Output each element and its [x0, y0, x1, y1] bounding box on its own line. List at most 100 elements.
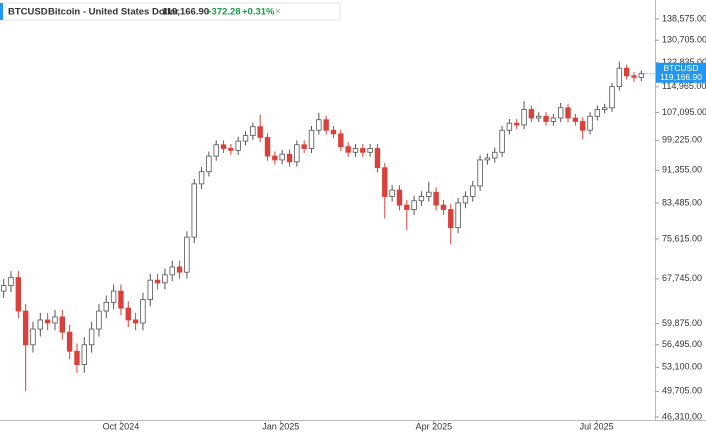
candle-body: [477, 159, 483, 187]
last-price: 119,166.90: [162, 7, 209, 18]
candle-body: [440, 204, 447, 210]
y-tick-label: 91,355.00: [662, 165, 702, 175]
candle-body: [52, 316, 58, 324]
header-box: [0, 2, 341, 21]
candle-body: [455, 202, 461, 229]
candle-body: [374, 148, 381, 169]
candle-body: [352, 148, 359, 153]
y-tick-label: 46,310.00: [662, 411, 702, 421]
candle-body: [345, 146, 351, 153]
candle-body: [235, 140, 241, 151]
candle-body: [110, 290, 117, 303]
candle-body: [257, 126, 263, 138]
candle-body: [433, 191, 439, 206]
candle-body: [411, 200, 417, 210]
candle-body: [213, 144, 219, 157]
candle-body: [272, 155, 278, 161]
candle-body: [616, 67, 623, 88]
candle-body: [301, 144, 307, 149]
candle-body: [536, 115, 542, 119]
y-tick-label: 56,495.00: [662, 339, 702, 349]
candle-body: [220, 144, 227, 149]
candle-body: [367, 148, 373, 153]
candle-body: [506, 122, 513, 131]
candle-body: [96, 310, 102, 330]
y-tick-label: 130,705.00: [662, 35, 706, 45]
y-tick-label: 75,615.00: [662, 233, 702, 243]
candle-body: [147, 279, 153, 300]
candle-body: [521, 109, 527, 126]
y-tick-label: 49,705.00: [662, 386, 702, 396]
candle-body: [572, 117, 579, 122]
x-tick-label: Oct 2024: [103, 421, 140, 431]
candle-body: [330, 129, 337, 135]
candle-body: [242, 135, 249, 142]
candle-body: [492, 151, 498, 159]
candle-body: [8, 277, 14, 286]
close-button[interactable]: ×: [275, 7, 281, 18]
price-badge-symbol: BTCUSD: [664, 63, 699, 73]
candle-body: [118, 290, 124, 309]
candle-body: [264, 137, 271, 157]
candle-body: [360, 148, 366, 153]
candle-body: [587, 115, 593, 131]
y-tick-label: 138,575.00: [662, 13, 706, 23]
x-tick-label: Jan 2025: [262, 421, 299, 431]
candle-body: [81, 344, 87, 365]
candle-body: [162, 274, 168, 284]
candle-body: [404, 204, 410, 210]
legend-header: BTCUSD Bitcoin - United States Dollar 11…: [0, 2, 341, 21]
y-tick-label: 59,875.00: [662, 318, 702, 328]
candle-body: [579, 121, 586, 131]
candle-body: [44, 319, 51, 324]
y-tick-label: 67,745.00: [662, 273, 702, 283]
candle-body: [250, 126, 256, 137]
candle-body: [184, 236, 190, 273]
candle-body: [0, 285, 7, 292]
candle-body: [528, 109, 535, 119]
candle-body: [22, 310, 29, 346]
candle-body: [448, 209, 454, 229]
candle-body: [125, 307, 131, 321]
header-accent: [0, 3, 3, 20]
candle-body: [484, 157, 491, 161]
candle-body: [316, 119, 322, 131]
candle-body: [543, 115, 549, 122]
candle-body: [623, 67, 630, 77]
price-badge-price: 119,166.90: [660, 72, 702, 82]
x-tick-label: Apr 2025: [416, 421, 453, 431]
candle-body: [594, 109, 601, 117]
candle-body: [499, 129, 505, 153]
candle-body: [140, 299, 146, 324]
candle-body: [103, 301, 109, 312]
candle-body: [514, 122, 520, 126]
price-change-percent: +0.31%: [242, 7, 275, 18]
candle-body: [169, 266, 175, 276]
candle-body: [154, 279, 161, 284]
candle-body: [550, 117, 557, 122]
candle-body: [88, 328, 95, 346]
y-tick-label: 107,095.00: [662, 107, 706, 117]
candle-body: [308, 129, 315, 149]
x-tick-label: Jul 2025: [580, 421, 614, 431]
y-tick-label: 114,965.00: [662, 81, 706, 91]
candle-body: [389, 189, 395, 197]
candle-body: [601, 107, 608, 110]
y-tick-label: 53,100.00: [662, 362, 702, 372]
candle-body: [609, 86, 615, 109]
candle-body: [470, 185, 476, 197]
candle-body: [37, 319, 44, 330]
candle-body: [66, 331, 73, 352]
candle-body: [338, 133, 344, 148]
candle-body: [418, 196, 425, 202]
instrument-name: Bitcoin - United States Dollar: [48, 7, 179, 18]
y-tick-label: 122,835.00: [662, 57, 706, 67]
candle-body: [558, 107, 564, 119]
candle-body: [279, 153, 285, 161]
candle-body: [631, 75, 637, 78]
candle-body: [15, 277, 22, 312]
candle-body: [323, 119, 329, 131]
y-tick-label: 99,225.00: [662, 135, 702, 145]
